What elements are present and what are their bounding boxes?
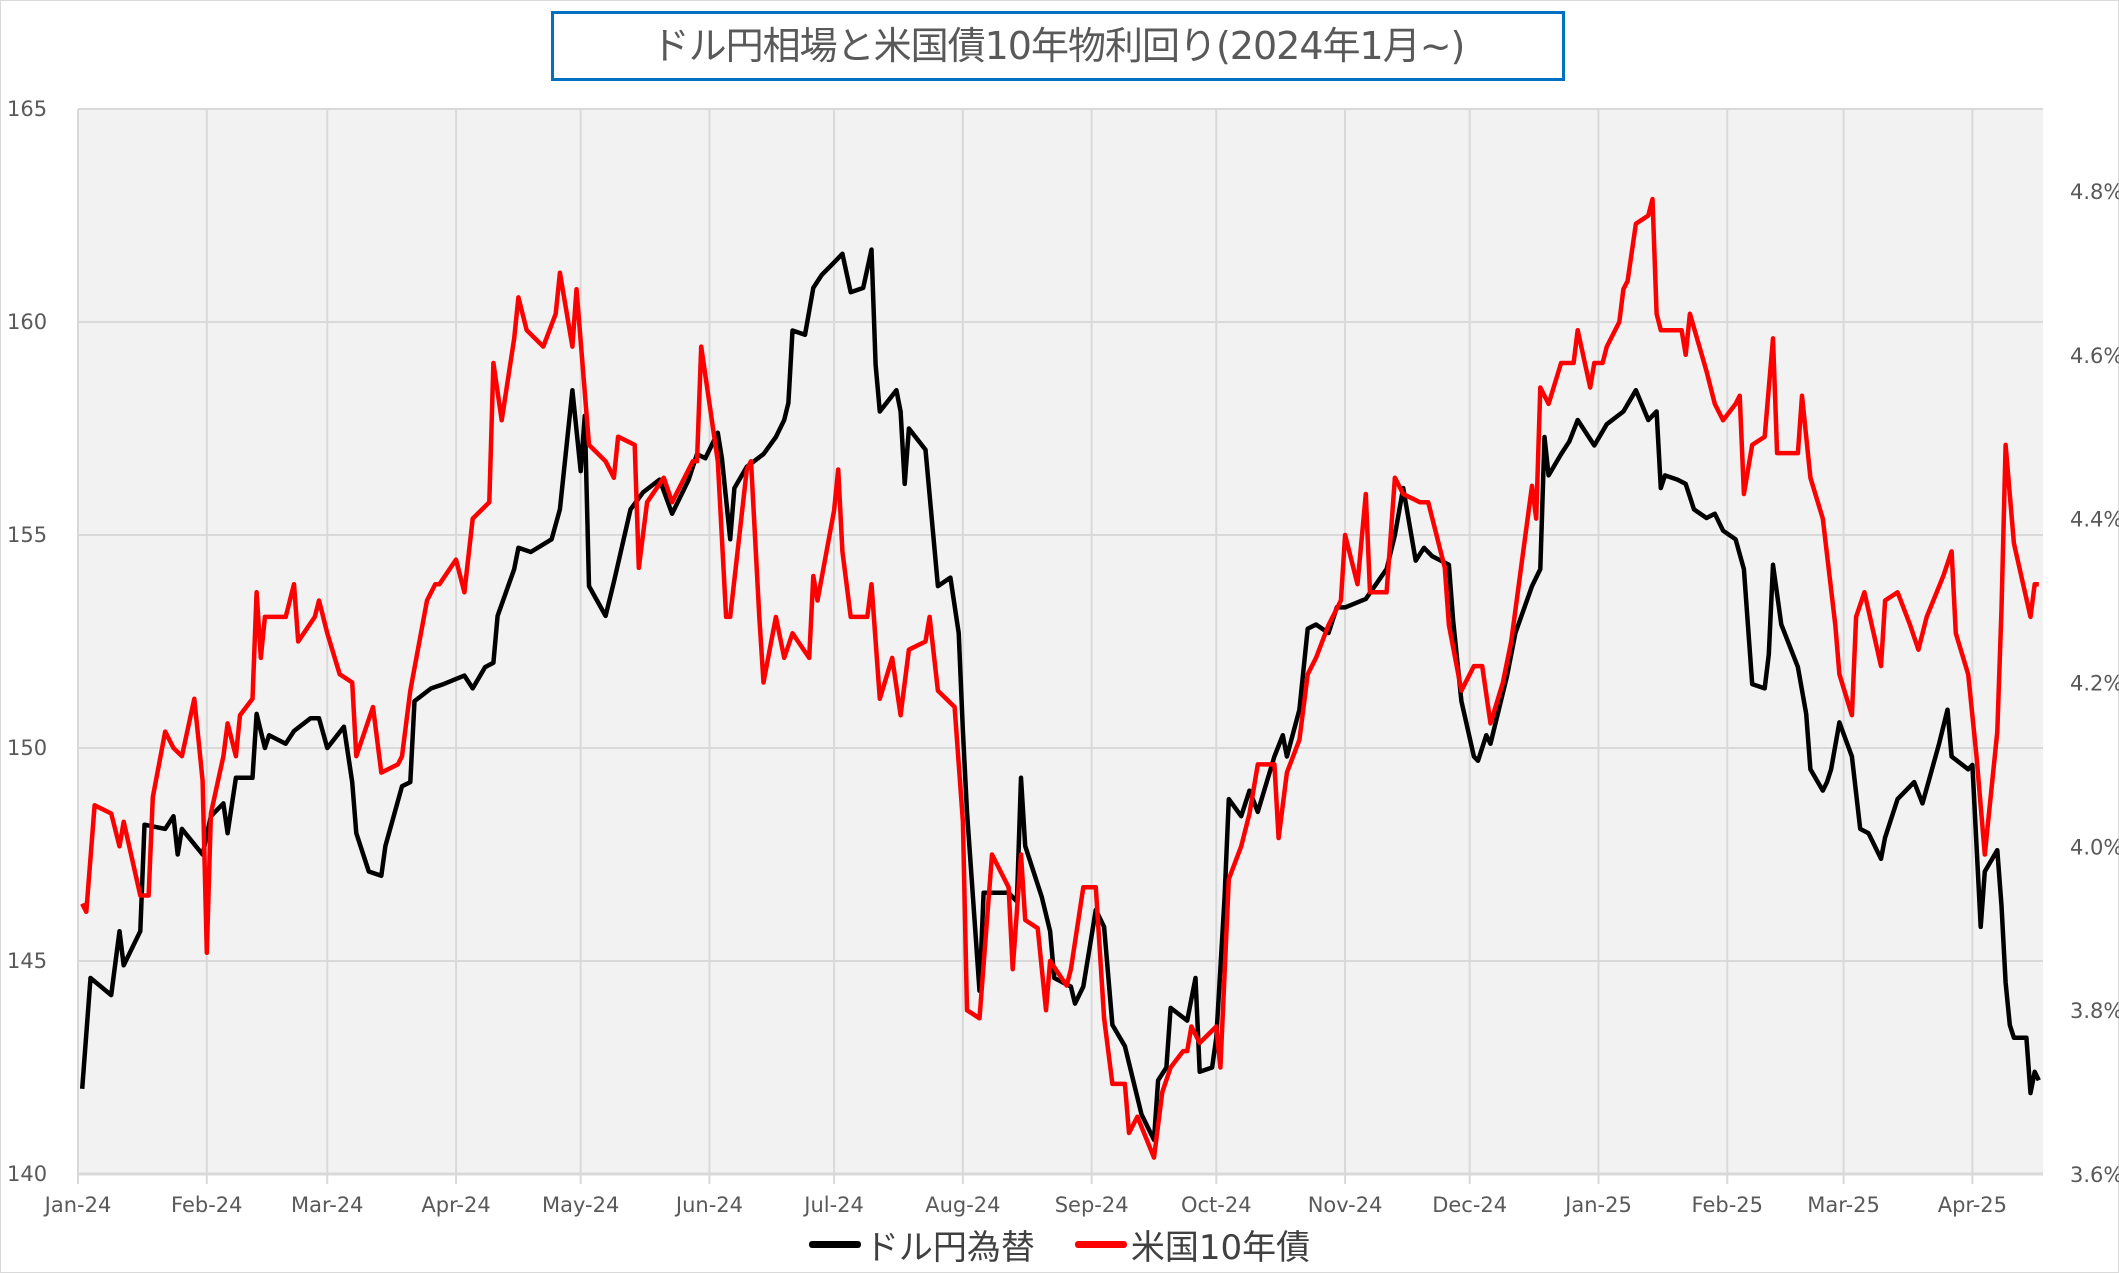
x-tick-label: Feb-25	[1692, 1193, 1763, 1217]
x-tick-label: Oct-24	[1181, 1193, 1252, 1217]
legend-swatch-usdjpy	[808, 1240, 861, 1248]
legend-label-us10y: 米国10年債	[1130, 1227, 1311, 1268]
x-tick-label: Jul-24	[802, 1193, 864, 1217]
legend: ドル円為替 米国10年債	[0, 1220, 2119, 1269]
x-tick-label: Mar-24	[291, 1193, 364, 1217]
y-left-tick-label: 165	[7, 97, 47, 121]
y-left-tick-label: 145	[7, 949, 47, 973]
y-left-tick-label: 150	[7, 736, 47, 760]
y-right-tick-label: 4.4%	[2070, 508, 2119, 532]
x-tick-label: Aug-24	[925, 1193, 1000, 1217]
y-left-tick-label: 155	[7, 523, 47, 547]
y-right-tick-label: 4.0%	[2070, 835, 2119, 859]
series-line-us10y	[80, 196, 2039, 1160]
y-right-tick-label: 3.8%	[2070, 999, 2119, 1023]
x-tick-label: Feb-24	[171, 1193, 242, 1217]
x-tick-label: Jan-25	[1563, 1193, 1632, 1217]
y-right-tick-label: 4.6%	[2070, 344, 2119, 368]
y-right-tick-label: 4.8%	[2070, 180, 2119, 204]
x-tick-label: Mar-25	[1807, 1193, 1880, 1217]
y-right-tick-label: 4.2%	[2070, 671, 2119, 695]
x-tick-label: Jun-24	[674, 1193, 743, 1217]
y-left-tick-label: 160	[7, 310, 47, 334]
x-tick-label: Nov-24	[1308, 1193, 1383, 1217]
chart-title: ドル円相場と米国債10年物利回り(2024年1月~)	[551, 11, 1565, 81]
x-tick-label: Dec-24	[1432, 1193, 1507, 1217]
legend-item-us10y: 米国10年債	[1074, 1220, 1311, 1269]
x-tick-label: Sep-24	[1055, 1193, 1129, 1217]
plot-area	[78, 109, 2043, 1174]
legend-label-usdjpy: ドル円為替	[864, 1227, 1035, 1268]
legend-swatch-us10y	[1074, 1240, 1127, 1248]
x-tick-label: Jan-24	[43, 1193, 112, 1217]
legend-item-usdjpy: ドル円為替	[808, 1220, 1035, 1269]
y-right-tick-label: 3.6%	[2070, 1163, 2119, 1187]
x-tick-label: Apr-25	[1938, 1193, 2007, 1217]
x-tick-label: May-24	[542, 1193, 619, 1217]
y-left-tick-label: 140	[7, 1162, 47, 1186]
x-tick-label: Apr-24	[421, 1193, 490, 1217]
